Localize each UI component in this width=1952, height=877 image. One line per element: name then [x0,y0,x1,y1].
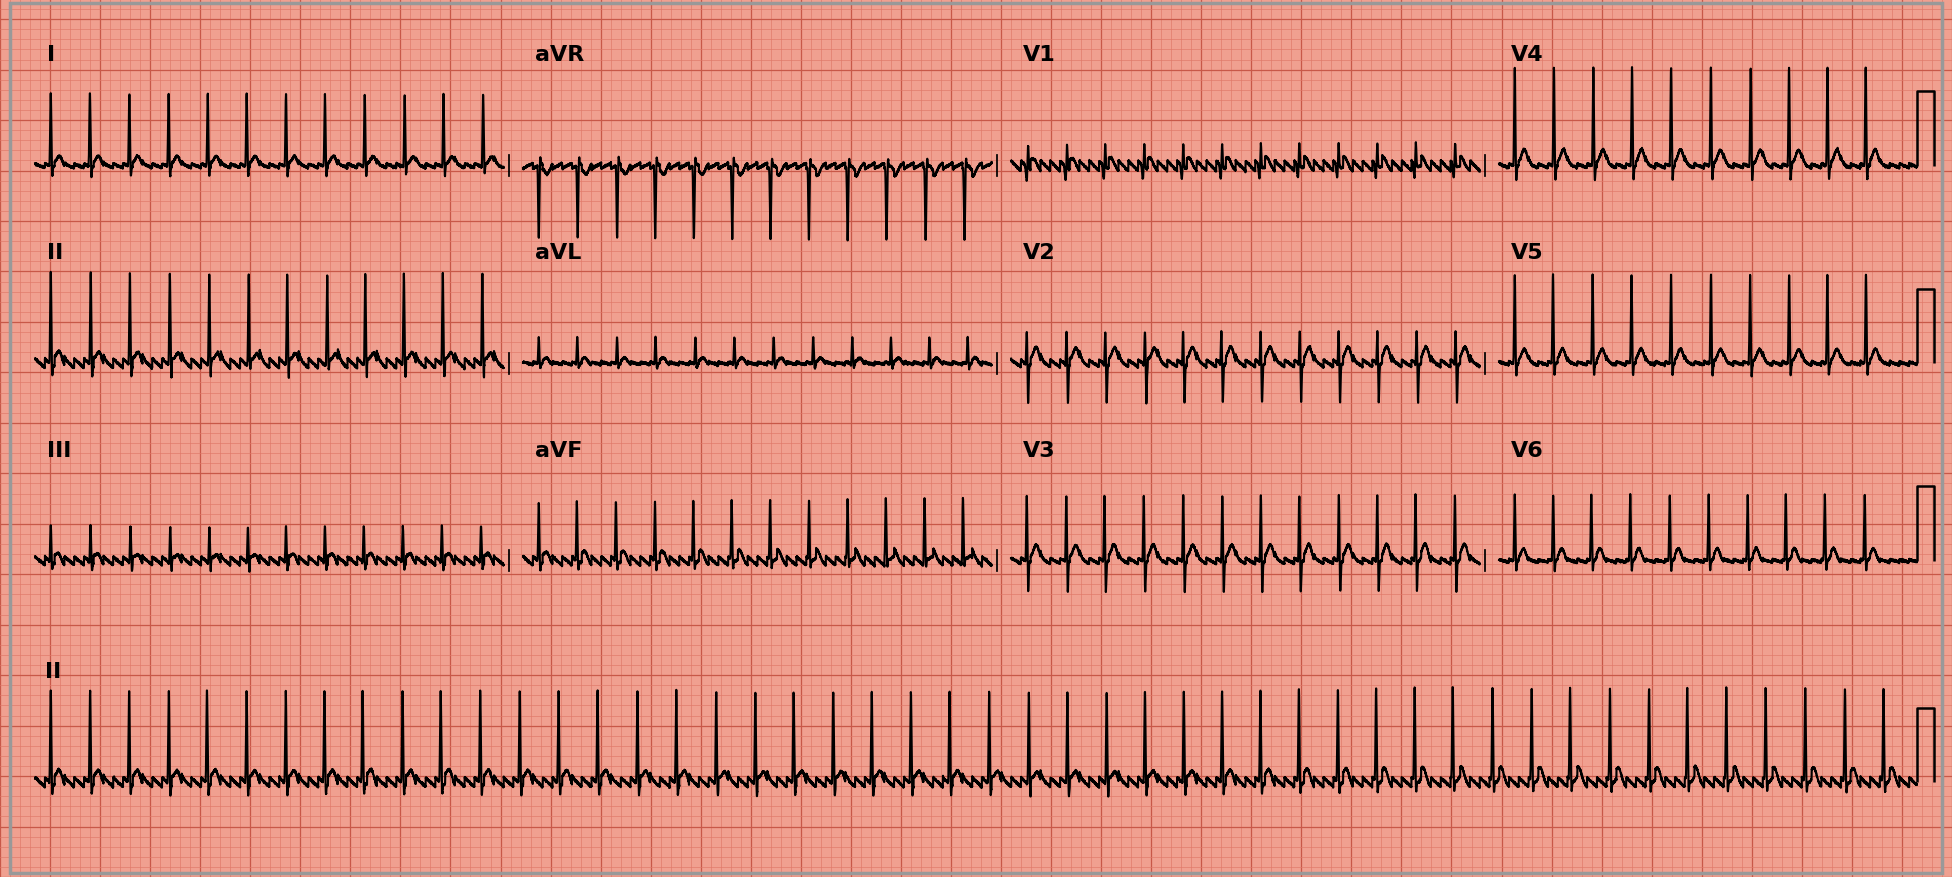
Text: aVR: aVR [535,46,584,66]
Text: II: II [45,661,61,681]
Text: V4: V4 [1511,46,1544,66]
Text: V5: V5 [1511,243,1544,263]
Text: V6: V6 [1511,440,1544,460]
Text: III: III [47,440,70,460]
Text: V2: V2 [1023,243,1056,263]
Text: V3: V3 [1023,440,1056,460]
Text: I: I [47,46,55,66]
Text: aVF: aVF [535,440,582,460]
Text: V1: V1 [1023,46,1056,66]
Text: aVL: aVL [535,243,582,263]
Text: II: II [47,243,62,263]
